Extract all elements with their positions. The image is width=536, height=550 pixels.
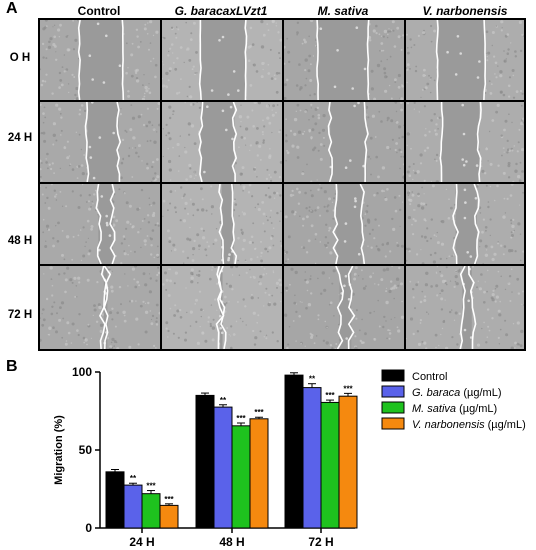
significance-label: **: [220, 396, 227, 405]
bar: [195, 394, 215, 529]
row-label-48h: 48 H: [7, 235, 33, 247]
column-header-control: Control: [77, 4, 121, 18]
micrograph-tile: [40, 184, 160, 264]
bar: [141, 493, 161, 529]
significance-label: ***: [236, 414, 246, 423]
micrograph-tile: [406, 266, 524, 349]
significance-label: ***: [325, 391, 335, 400]
micrograph-tile: [162, 20, 282, 100]
legend-label: M. sativa (µg/mL): [412, 403, 497, 415]
x-tick-label: 48 H: [219, 535, 244, 549]
bar: [123, 484, 143, 529]
bar: [338, 395, 358, 529]
micrograph-tile: [406, 20, 524, 100]
bar: [105, 471, 125, 529]
bar: [249, 418, 269, 529]
column-header-m-sativa: M. sativa: [317, 4, 369, 18]
panel-b-letter: B: [6, 358, 18, 375]
significance-label: ***: [146, 482, 156, 491]
bar: [284, 374, 304, 529]
micrograph-tile: [284, 20, 404, 100]
legend-swatch: [381, 401, 405, 414]
bar: [159, 504, 179, 529]
row-label-0h: O H: [9, 52, 31, 64]
y-tick-label: 100: [72, 365, 92, 379]
y-axis-label: Migration (%): [53, 415, 65, 485]
row-label-72h: 72 H: [7, 309, 33, 321]
column-header-g-baraca: G. baracaxLVzt1: [174, 4, 268, 18]
legend-swatch: [381, 385, 405, 398]
significance-label: ***: [164, 495, 174, 504]
significance-label: **: [130, 474, 137, 483]
micrograph-grid: [38, 18, 526, 351]
micrograph-tile: [162, 102, 282, 182]
micrograph-tile: [284, 184, 404, 264]
micrograph-tile: [406, 184, 524, 264]
legend-swatch: [381, 417, 405, 430]
y-tick-label: 50: [79, 443, 93, 457]
micrograph-tile: [40, 20, 160, 100]
panel-a-letter: A: [6, 0, 18, 17]
micrograph-tile: [40, 266, 160, 349]
significance-label: ***: [343, 384, 353, 393]
x-tick-label: 72 H: [308, 535, 333, 549]
legend-label: Control: [412, 371, 447, 383]
significance-label: **: [309, 375, 316, 384]
x-tick-label: 24 H: [129, 535, 154, 549]
legend-label: G. baraca (µg/mL): [412, 387, 502, 399]
y-tick-label: 0: [85, 521, 92, 535]
legend-label: V. narbonensis (µg/mL): [412, 419, 526, 431]
bar: [213, 406, 233, 529]
micrograph-tile: [162, 266, 282, 349]
column-header-v-narbonensis: V. narbonensis: [422, 4, 508, 18]
bar: [320, 401, 340, 529]
bar: [302, 387, 322, 529]
significance-label: ***: [254, 408, 264, 417]
row-label-24h: 24 H: [7, 132, 33, 144]
micrograph-tile: [40, 102, 160, 182]
legend-swatch: [381, 369, 405, 382]
micrograph-tile: [406, 102, 524, 182]
micrograph-tile: [284, 102, 404, 182]
micrograph-tile: [162, 184, 282, 264]
bar: [231, 425, 251, 529]
micrograph-tile: [284, 266, 404, 349]
